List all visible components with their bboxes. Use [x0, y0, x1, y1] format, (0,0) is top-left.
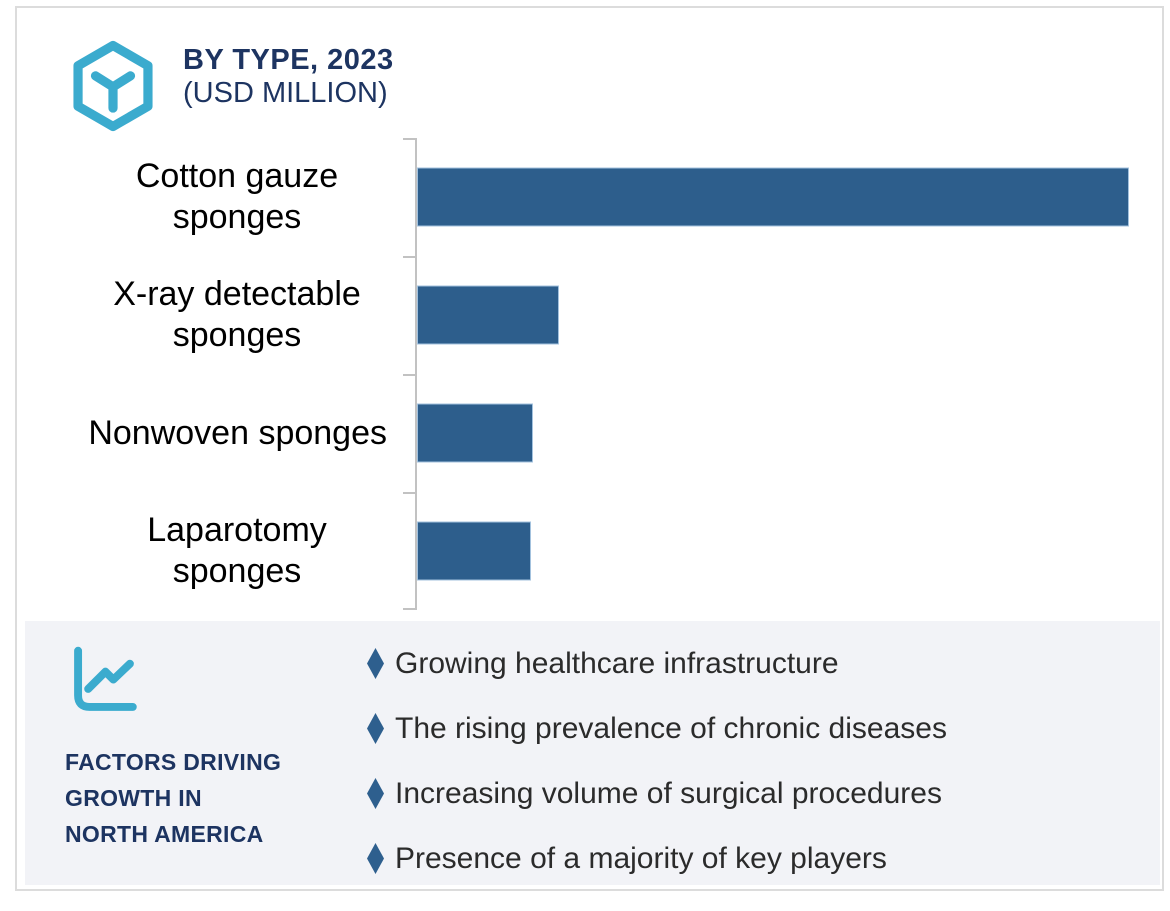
- chart-band: [417, 138, 1129, 256]
- bar: [417, 167, 1129, 227]
- list-item: Increasing volume of surgical procedures: [367, 761, 947, 826]
- bullet-text: Increasing volume of surgical procedures: [395, 776, 942, 810]
- hexagon-y-icon: [73, 40, 153, 132]
- chart-title-line2: (USD MILLION): [183, 77, 388, 109]
- axis-tick: [403, 492, 415, 494]
- category-label: Laparotomy sponges: [147, 511, 327, 590]
- diamond-bullet-icon: [367, 843, 384, 874]
- factors-heading: FACTORS DRIVING GROWTH IN NORTH AMERICA: [65, 744, 281, 852]
- factors-panel: FACTORS DRIVING GROWTH IN NORTH AMERICA …: [25, 621, 1160, 885]
- axis-tick: [403, 374, 415, 376]
- factors-panel-left: FACTORS DRIVING GROWTH IN NORTH AMERICA: [65, 645, 281, 852]
- bullet-text: The rising prevalence of chronic disease…: [395, 711, 947, 745]
- category-label: Cotton gauze sponges: [135, 157, 339, 236]
- infographic-card: BY TYPE, 2023 (USD MILLION) Cotton gauze…: [15, 6, 1164, 891]
- axis-tick: [403, 138, 415, 140]
- factors-list: Growing healthcare infrastructure The ris…: [367, 631, 947, 891]
- axis-tick: [403, 608, 415, 610]
- chart-band: [417, 492, 1129, 610]
- bullet-text: Growing healthcare infrastructure: [395, 646, 839, 680]
- plot-area: [403, 138, 1129, 610]
- chart-band: [417, 374, 1129, 492]
- factors-heading-line: GROWTH IN: [65, 785, 202, 811]
- category-labels: Cotton gauze sponges X-ray detectable spo…: [33, 138, 415, 610]
- category-label: X-ray detectable sponges: [113, 275, 361, 354]
- list-item: Growing healthcare infrastructure: [367, 631, 947, 696]
- chart-header: BY TYPE, 2023 (USD MILLION): [65, 40, 394, 132]
- chart-title-line1: BY TYPE, 2023: [183, 44, 394, 76]
- chart-band: [417, 256, 1129, 374]
- bar: [417, 285, 560, 345]
- diamond-bullet-icon: [367, 648, 384, 679]
- line-chart-icon: [74, 646, 137, 711]
- page-title: BY TYPE, 2023 (USD MILLION): [183, 40, 394, 110]
- list-item: Presence of a majority of key players: [367, 826, 947, 891]
- diamond-bullet-icon: [367, 778, 384, 809]
- category-label: Nonwoven sponges: [88, 413, 387, 452]
- axis-tick: [403, 256, 415, 258]
- diamond-bullet-icon: [367, 713, 384, 744]
- bar-chart: Cotton gauze sponges X-ray detectable spo…: [33, 138, 1129, 610]
- factors-heading-line: NORTH AMERICA: [65, 821, 264, 847]
- bar: [417, 403, 534, 463]
- bar: [417, 521, 531, 581]
- factors-heading-line: FACTORS DRIVING: [65, 749, 282, 775]
- list-item: The rising prevalence of chronic disease…: [367, 696, 947, 761]
- bullet-text: Presence of a majority of key players: [395, 841, 887, 875]
